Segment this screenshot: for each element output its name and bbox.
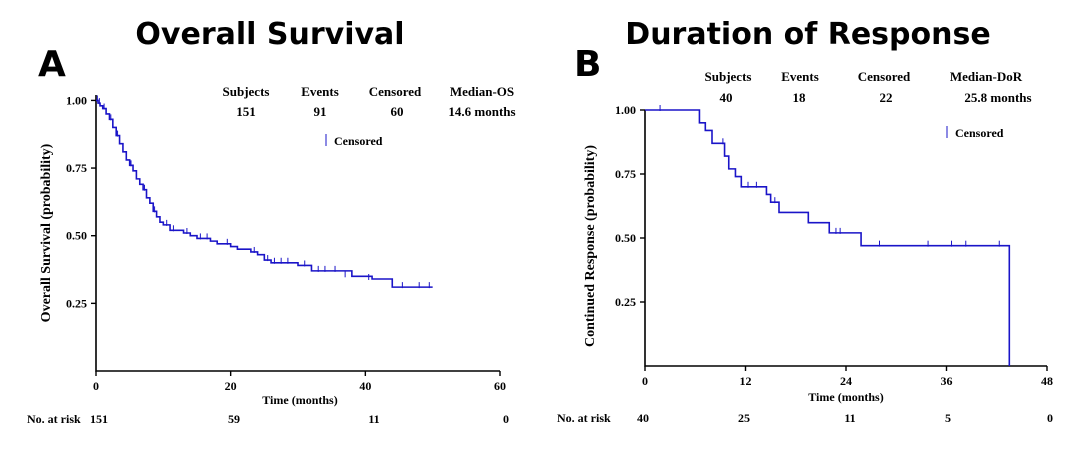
a-summary-subjects: 151 bbox=[236, 104, 256, 119]
b-summary-censored: 22 bbox=[880, 90, 893, 105]
b-y-tick-label: 0.50 bbox=[615, 231, 636, 245]
a-risk-value: 0 bbox=[503, 412, 509, 426]
a-summary-header-subjects: Subjects bbox=[223, 84, 270, 99]
b-y-axis-label: Continued Response (probability) bbox=[583, 145, 598, 347]
b-summary-events: 18 bbox=[793, 90, 807, 105]
panel-b: Duration of Response B Subjects Events C… bbox=[557, 17, 1053, 425]
b-y-tick-label: 0.75 bbox=[615, 167, 636, 181]
a-x-tick-label: 40 bbox=[359, 379, 371, 393]
b-risk-value: 11 bbox=[844, 411, 855, 425]
a-y-tick-label: 0.25 bbox=[66, 296, 87, 310]
a-summary-events: 91 bbox=[314, 104, 327, 119]
b-risk-value: 40 bbox=[637, 411, 649, 425]
a-summary-censored: 60 bbox=[391, 104, 404, 119]
b-y-tick-label: 1.00 bbox=[615, 103, 636, 117]
b-risk-value: 0 bbox=[1047, 411, 1053, 425]
a-x-tick-label: 20 bbox=[225, 379, 237, 393]
b-y-tick-label: 0.25 bbox=[615, 295, 636, 309]
b-axes bbox=[644, 110, 1047, 367]
a-risk-label: No. at risk bbox=[27, 412, 81, 426]
panel-a-title: Overall Survival bbox=[135, 17, 404, 52]
b-response-curve bbox=[645, 109, 1011, 366]
a-risk-value: 151 bbox=[90, 412, 108, 426]
a-y-tick-label: 1.00 bbox=[66, 93, 87, 107]
b-summary-header-median: Median-DoR bbox=[950, 69, 1023, 84]
b-risk-label: No. at risk bbox=[557, 411, 611, 425]
a-y-tick-label: 0.75 bbox=[66, 161, 87, 175]
b-x-tick-label: 0 bbox=[642, 374, 648, 388]
a-risk-value: 11 bbox=[368, 412, 379, 426]
b-summary-header-events: Events bbox=[781, 69, 819, 84]
a-axes bbox=[95, 95, 500, 372]
b-x-tick-label: 48 bbox=[1041, 374, 1053, 388]
a-y-axis-label: Overall Survival (probability) bbox=[39, 143, 54, 322]
a-y-tick-label: 0.50 bbox=[66, 229, 87, 243]
a-survival-curve bbox=[96, 99, 433, 288]
panel-b-letter: B bbox=[574, 44, 601, 85]
a-x-tick-label: 60 bbox=[494, 379, 506, 393]
a-x-axis-label: Time (months) bbox=[262, 393, 337, 407]
b-summary-header-subjects: Subjects bbox=[705, 69, 752, 84]
b-x-axis-label: Time (months) bbox=[808, 390, 883, 404]
b-risk-value: 5 bbox=[945, 411, 951, 425]
b-summary-median: 25.8 months bbox=[964, 90, 1031, 105]
b-x-tick-label: 24 bbox=[840, 374, 852, 388]
panel-a: Overall Survival A Subjects Events Censo… bbox=[27, 17, 516, 426]
a-x-tick-label: 0 bbox=[93, 379, 99, 393]
panel-a-letter: A bbox=[38, 44, 66, 85]
b-summary-subjects: 40 bbox=[720, 90, 733, 105]
a-legend-label: Censored bbox=[334, 134, 383, 148]
b-legend-label: Censored bbox=[955, 126, 1004, 140]
panel-b-title: Duration of Response bbox=[625, 17, 990, 52]
a-summary-header-median: Median-OS bbox=[450, 84, 514, 99]
b-x-tick-label: 12 bbox=[740, 374, 752, 388]
a-risk-value: 59 bbox=[228, 412, 240, 426]
b-summary-header-censored: Censored bbox=[858, 69, 911, 84]
a-summary-header-censored: Censored bbox=[369, 84, 422, 99]
b-x-tick-label: 36 bbox=[941, 374, 953, 388]
a-summary-median: 14.6 months bbox=[448, 104, 515, 119]
b-risk-value: 25 bbox=[738, 411, 750, 425]
a-summary-header-events: Events bbox=[301, 84, 339, 99]
